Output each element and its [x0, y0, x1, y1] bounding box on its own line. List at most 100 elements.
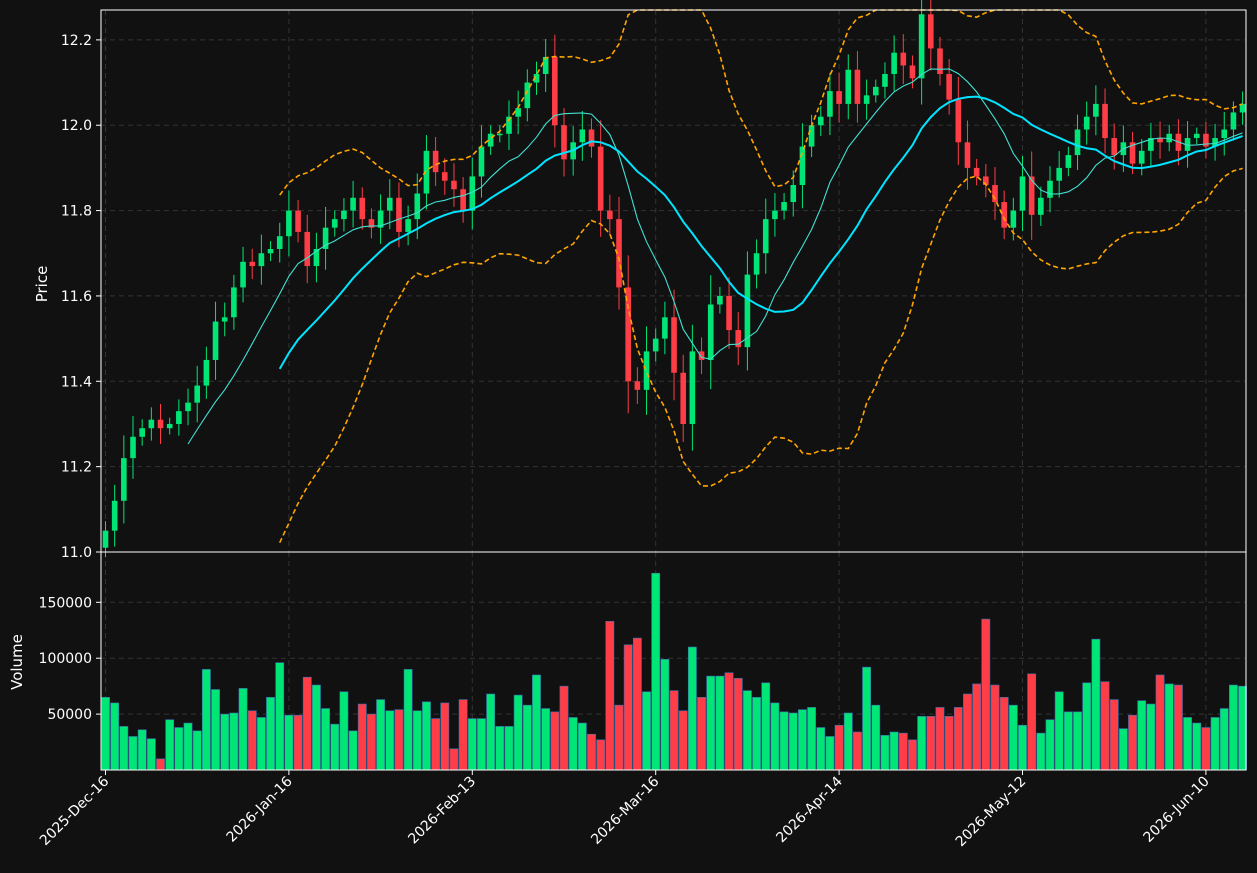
volume-bar-up	[238, 688, 248, 771]
candle-body-up	[377, 210, 384, 228]
candle-body-up	[1019, 176, 1026, 211]
volume-bar-up	[1146, 703, 1156, 771]
volume-bar-up	[1164, 683, 1174, 771]
candle-body-down	[1102, 103, 1108, 139]
volume-bar-down	[247, 710, 257, 771]
candle-body-up	[781, 202, 787, 211]
candle-body-down	[726, 295, 732, 331]
candle-body-down	[561, 125, 567, 160]
candle-body-down	[946, 74, 952, 100]
candle-body-up	[717, 295, 723, 305]
candle-body-up	[313, 248, 320, 267]
volume-tick-label: 50000	[47, 707, 92, 723]
volume-bar-up	[201, 669, 211, 771]
volume-bar-down	[431, 718, 441, 771]
volume-bar-down	[293, 714, 303, 771]
candle-body-up	[497, 133, 503, 136]
candle-body-down	[1129, 142, 1136, 164]
candle-body-up	[1212, 138, 1218, 147]
volume-bar-down	[623, 644, 633, 771]
volume-bar-up	[101, 697, 110, 771]
candle-body-up	[1184, 138, 1191, 151]
volume-bar-up	[807, 707, 816, 771]
volume-bar-up	[412, 710, 422, 771]
volume-bar-up	[1018, 724, 1027, 771]
candle-body-up	[102, 530, 109, 548]
price-axis-label: Price	[33, 266, 51, 303]
volume-bar-down	[944, 716, 954, 771]
volume-bar-down	[972, 683, 982, 771]
volume-bar-down	[990, 684, 1000, 771]
candle-body-up	[689, 351, 696, 424]
candle-body-up	[203, 359, 210, 386]
volume-bar-up	[889, 731, 899, 771]
candle-body-down	[157, 419, 164, 429]
volume-bar-up	[513, 694, 523, 771]
candle-body-down	[552, 56, 558, 126]
candle-body-down	[441, 172, 448, 181]
volume-bar-up	[660, 659, 670, 771]
price-tick-label: 12.2	[61, 33, 92, 49]
candle-body-down	[973, 167, 980, 177]
volume-bar-up	[825, 736, 835, 771]
volume-bar-up	[706, 675, 716, 771]
volume-bar-up	[1219, 708, 1229, 771]
price-tick-label: 11.4	[61, 374, 92, 390]
volume-bar-down	[587, 733, 596, 771]
volume-bar-down	[898, 732, 908, 771]
candle-body-up	[1038, 197, 1044, 215]
candle-body-down	[396, 197, 402, 232]
volume-bar-up	[330, 723, 340, 771]
volume-bar-down	[394, 709, 404, 771]
candle-body-up	[240, 261, 246, 288]
volume-bar-down	[853, 731, 862, 771]
volume-bars	[101, 572, 1247, 771]
candle-body-up	[533, 74, 540, 83]
volume-bar-down	[1201, 727, 1211, 771]
price-tick-label: 11.0	[61, 545, 92, 561]
candle-body-up	[744, 274, 751, 348]
volume-bar-up	[788, 712, 798, 771]
ma-fast-line	[187, 68, 1243, 445]
volume-bar-up	[1183, 717, 1192, 771]
volume-bar-up	[146, 738, 156, 771]
volume-bar-down	[669, 690, 679, 771]
candle-body-up	[469, 176, 476, 211]
volume-bar-up	[1045, 719, 1055, 771]
candle-body-down	[359, 197, 366, 220]
candle-body-down	[680, 372, 687, 424]
volume-tick-label: 100000	[39, 651, 92, 667]
volume-bar-up	[568, 717, 578, 771]
volume-bar-down	[953, 707, 963, 771]
candle-body-up	[350, 197, 356, 211]
volume-bar-up	[1091, 638, 1101, 771]
candle-body-down	[1028, 176, 1035, 215]
candle-body-down	[607, 210, 613, 220]
candle-body-down	[634, 381, 641, 390]
volume-bar-up	[403, 669, 413, 771]
volume-bar-up	[128, 736, 138, 771]
volume-bar-up	[687, 646, 697, 771]
candle-body-up	[1138, 150, 1145, 164]
candle-body-up	[478, 146, 485, 177]
volume-bar-down	[908, 739, 917, 771]
candle-body-down	[900, 52, 907, 66]
volume-bar-up	[880, 735, 890, 771]
candle-body-up	[1093, 103, 1099, 117]
candle-body-up	[212, 321, 219, 360]
volume-bar-up	[385, 710, 395, 771]
volume-bar-down	[963, 693, 972, 771]
bollinger-lower-line	[278, 167, 1243, 544]
candle-body-down	[983, 176, 989, 185]
volume-panel-frame	[100, 551, 1247, 771]
candle-body-up	[130, 436, 136, 459]
candle-body-up	[918, 14, 925, 79]
volume-bar-up	[1137, 700, 1147, 771]
volume-bar-up	[119, 726, 129, 771]
candle-body-up	[386, 197, 393, 211]
candle-body-up	[231, 287, 237, 318]
candle-body-down	[451, 180, 457, 190]
volume-bar-up	[174, 727, 184, 771]
candle-body-down	[625, 287, 631, 382]
